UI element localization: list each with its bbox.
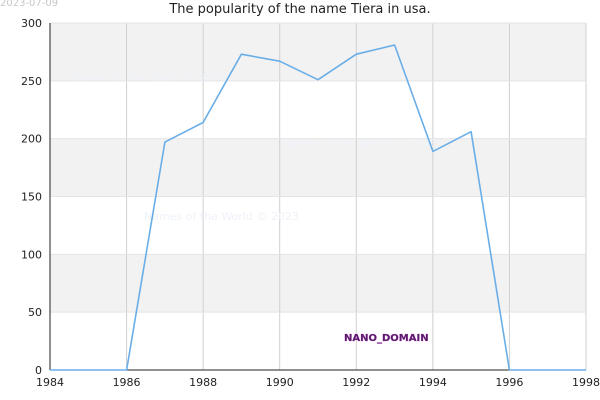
series-line bbox=[50, 44, 586, 371]
y-tick-label: 100 bbox=[21, 248, 42, 261]
background-band bbox=[50, 23, 586, 81]
x-tick-label: 1992 bbox=[342, 376, 370, 389]
date-stamp: 2023-07-09 bbox=[0, 0, 59, 9]
background-bands bbox=[50, 23, 586, 313]
watermark-text: Names of the World © 2023 bbox=[72, 72, 227, 85]
y-tick-label: 250 bbox=[21, 75, 42, 88]
axes bbox=[49, 23, 586, 371]
x-tick-label: 1998 bbox=[572, 376, 600, 389]
y-tick-label: 0 bbox=[35, 364, 42, 377]
x-tick-label: 1990 bbox=[266, 376, 294, 389]
y-tick-label: 200 bbox=[21, 133, 42, 146]
background-band bbox=[50, 254, 586, 313]
x-tick-label: 1984 bbox=[36, 376, 64, 389]
series-line-group bbox=[49, 44, 587, 371]
y-tick-label: 300 bbox=[21, 17, 42, 30]
watermark-text: Names of the World © 2023 bbox=[144, 210, 299, 223]
y-tick-label: 50 bbox=[28, 306, 42, 319]
chart-title: The popularity of the name Tiera in usa. bbox=[169, 2, 431, 17]
domain-badge: NANO_DOMAIN bbox=[344, 333, 429, 344]
x-tick-label: 1988 bbox=[189, 376, 217, 389]
y-tick-labels: 0 50 100 150 200 250 300 bbox=[21, 17, 42, 377]
watermarks: Names of the World © 2023 Names of the Wo… bbox=[72, 72, 437, 223]
x-tick-label: 1996 bbox=[495, 376, 523, 389]
y-tick-label: 150 bbox=[21, 191, 42, 204]
x-tick-label: 1986 bbox=[113, 376, 141, 389]
background-band bbox=[50, 138, 586, 197]
x-tick-label: 1994 bbox=[419, 376, 447, 389]
x-tick-labels: 1984 1986 1988 1990 1992 1994 1996 1998 bbox=[36, 376, 600, 389]
watermark-text: Names of the World © 2023 bbox=[282, 137, 437, 150]
